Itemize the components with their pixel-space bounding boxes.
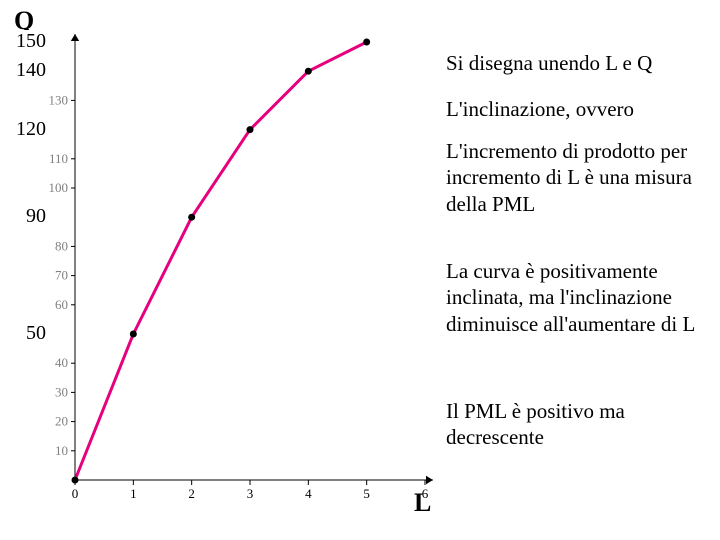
svg-text:3: 3: [247, 486, 254, 501]
svg-text:2: 2: [188, 486, 195, 501]
svg-text:4: 4: [305, 486, 312, 501]
annotation-pml-decreasing: Il PML è positivo ma decrescente: [446, 398, 702, 451]
annotation-pml-definition: L'incremento di prodotto per incremento …: [446, 138, 702, 217]
svg-text:130: 130: [49, 92, 69, 107]
svg-text:30: 30: [55, 384, 68, 399]
svg-text:80: 80: [55, 238, 68, 253]
annotation-curve-shape: La curva è positivamente inclinata, ma l…: [446, 258, 702, 337]
svg-text:110: 110: [49, 151, 68, 166]
svg-text:70: 70: [55, 268, 68, 283]
annotation-slope: L'inclinazione, ovvero: [446, 96, 702, 122]
svg-text:5: 5: [363, 486, 370, 501]
svg-text:100: 100: [49, 180, 69, 195]
production-curve-chart: 0 1 2 3 4 5 6 10 20 30 40 60 70 80 100 110 130: [45, 12, 455, 510]
y-axis-label: 140: [10, 59, 48, 82]
y-axis-label: 150: [10, 30, 48, 53]
svg-text:6: 6: [422, 486, 429, 501]
y-axis-label: 90: [10, 205, 48, 228]
svg-text:40: 40: [55, 355, 68, 370]
svg-text:20: 20: [55, 414, 68, 429]
annotation-intro: Si disegna unendo L e Q: [446, 50, 702, 76]
y-axis-label: 120: [10, 118, 48, 141]
svg-text:10: 10: [55, 443, 68, 458]
y-axis-label: 50: [10, 322, 48, 345]
svg-text:1: 1: [130, 486, 137, 501]
svg-text:0: 0: [72, 486, 79, 501]
page-root: Q L 012345610203040607080100110130 15014…: [0, 0, 720, 540]
svg-text:60: 60: [55, 297, 68, 312]
